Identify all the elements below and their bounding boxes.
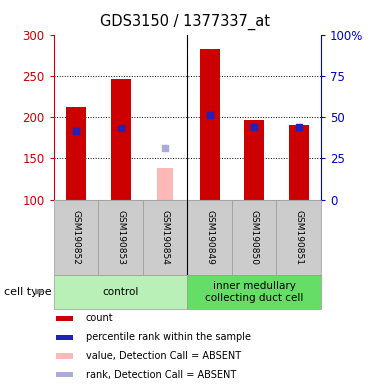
Bar — [56, 372, 73, 377]
Text: ►: ► — [35, 285, 45, 298]
Text: GSM190853: GSM190853 — [116, 210, 125, 265]
Point — [296, 124, 302, 130]
FancyBboxPatch shape — [98, 200, 143, 275]
Text: GSM190854: GSM190854 — [161, 210, 170, 265]
FancyBboxPatch shape — [187, 200, 232, 275]
Point — [162, 145, 168, 151]
Bar — [56, 334, 73, 340]
FancyBboxPatch shape — [54, 200, 98, 275]
Bar — [200, 49, 220, 200]
FancyBboxPatch shape — [54, 275, 187, 309]
Point — [251, 124, 257, 130]
Text: GDS3150 / 1377337_at: GDS3150 / 1377337_at — [101, 13, 270, 30]
Text: control: control — [102, 287, 139, 297]
Text: rank, Detection Call = ABSENT: rank, Detection Call = ABSENT — [86, 370, 236, 380]
Text: GSM190852: GSM190852 — [72, 210, 81, 265]
FancyBboxPatch shape — [276, 200, 321, 275]
Text: cell type: cell type — [4, 287, 51, 297]
Bar — [56, 353, 73, 359]
Text: count: count — [86, 313, 114, 323]
Point — [118, 125, 124, 131]
Point — [207, 112, 213, 118]
Point — [73, 128, 79, 134]
Bar — [244, 121, 264, 200]
Bar — [66, 107, 86, 200]
Text: GSM190851: GSM190851 — [294, 210, 303, 265]
FancyBboxPatch shape — [232, 200, 276, 275]
FancyBboxPatch shape — [187, 275, 321, 309]
Text: value, Detection Call = ABSENT: value, Detection Call = ABSENT — [86, 351, 241, 361]
Bar — [289, 126, 309, 200]
Bar — [56, 316, 73, 321]
FancyBboxPatch shape — [143, 200, 187, 275]
Text: GSM190849: GSM190849 — [205, 210, 214, 265]
Text: GSM190850: GSM190850 — [250, 210, 259, 265]
Bar — [157, 168, 173, 200]
Text: inner medullary
collecting duct cell: inner medullary collecting duct cell — [205, 281, 303, 303]
Text: percentile rank within the sample: percentile rank within the sample — [86, 332, 251, 342]
Bar — [111, 79, 131, 200]
